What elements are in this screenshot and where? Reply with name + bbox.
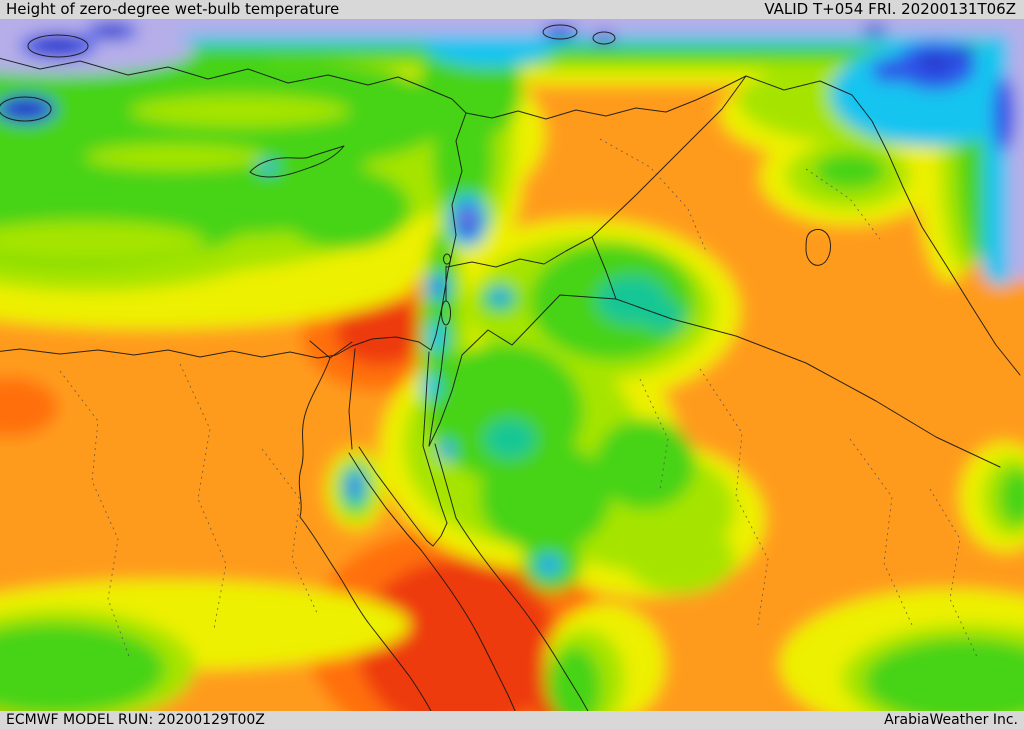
contour-shape [85,144,265,170]
map-viewport [0,19,1024,711]
contour-layer-teal [484,275,684,459]
model-run-label: ECMWF MODEL RUN: 20200129T00Z [6,712,265,728]
footer-bar: ECMWF MODEL RUN: 20200129T00Z ArabiaWeat… [0,711,1024,729]
gulf-of-aqaba-west-coast [422,445,448,524]
border-jordan-syria [446,236,593,268]
contour-shape [0,19,1024,35]
contour-shape [433,101,493,217]
admin-line [179,363,227,630]
attribution-label: ArabiaWeather Inc. [884,712,1018,728]
contour-shape [549,27,571,35]
contour-shape [484,419,536,459]
sea-of-galilee-outline [443,253,451,265]
border-egypt-israel [422,351,430,447]
contour-shape [872,59,908,83]
contour-shape [494,292,506,302]
contour-shape [815,153,885,189]
contour-shape [1008,19,1024,279]
contour-shape [96,24,128,36]
valid-time-label: VALID T+054 FRI. 20200131T06Z [764,0,1016,18]
gulf-of-suez-west-coast [348,452,422,551]
cyprus-outline [249,145,345,178]
suez-canal [348,348,356,450]
border-turkey-iraq-iran [745,75,1021,376]
turkish-lake-outline [0,96,52,122]
coastline-egypt [0,336,432,359]
lake-tharthar-outline [805,228,831,266]
gulf-of-suez-east-coast [358,446,428,542]
border-jordan-saudi [428,294,617,447]
red-sea-west-coast [420,549,516,711]
contour-layer-lime-streaks [0,95,350,261]
contour-shape [625,524,735,594]
contour-shape [592,32,616,44]
admin-line [599,138,707,252]
contour-shape [280,169,410,249]
contour-shape [443,444,451,456]
contour-shape [865,639,1024,711]
border-iraq-saudi [615,298,1001,468]
contour-shape [993,76,1015,152]
nile-delta-branch-east [329,341,353,359]
contour-shape [0,377,58,437]
contour-layer-lavender-cores [352,212,472,487]
contour-shape [480,442,610,552]
contour-shape [0,221,205,261]
contour-shape [358,559,558,711]
admin-line [639,378,669,490]
contour-shape [920,55,950,71]
coastline-turkey [0,57,467,114]
map-lines [0,24,1021,711]
map-title: Height of zero-degree wet-bulb temperatu… [6,0,340,18]
contour-shape [336,297,424,365]
contour-shape [595,419,695,509]
contour-shape [352,479,356,487]
contour-shape [262,163,270,169]
sinai-south-tip [426,522,448,547]
contour-field [0,19,1024,711]
contour-shape [434,281,442,291]
contour-shape [464,212,472,224]
contour-shape [640,300,684,332]
admin-boundaries [59,138,979,660]
contour-shape [34,37,82,53]
coastline-levant [430,112,467,351]
contour-layer-navy [4,24,974,492]
nile-delta-branch-west [309,340,331,359]
contour-shape [862,24,888,34]
turkish-lake-outline [542,24,578,40]
weather-map [0,19,1024,711]
contour-shape [543,559,555,569]
contour-shape [1000,469,1024,525]
gulf-of-aqaba-east-coast [434,443,457,519]
admin-line [59,370,131,660]
contour-layer-lavender [0,19,1024,279]
contour-shape [130,95,350,127]
border-jordan-iraq [591,236,617,300]
contour-shape [0,624,165,711]
border-syria-iraq [591,75,747,238]
admin-line [261,448,319,616]
red-sea-east-coast [455,517,589,711]
contour-shape [952,46,974,58]
turkish-lake-outline [592,31,616,45]
border-turkey-syria [465,75,747,120]
header-bar: Height of zero-degree wet-bulb temperatu… [0,0,1024,19]
turkish-lake-outline [27,34,89,58]
contour-shape [4,99,44,117]
contour-shape [549,647,601,711]
nile-river [298,357,432,711]
border-jordan-rift [428,265,447,447]
